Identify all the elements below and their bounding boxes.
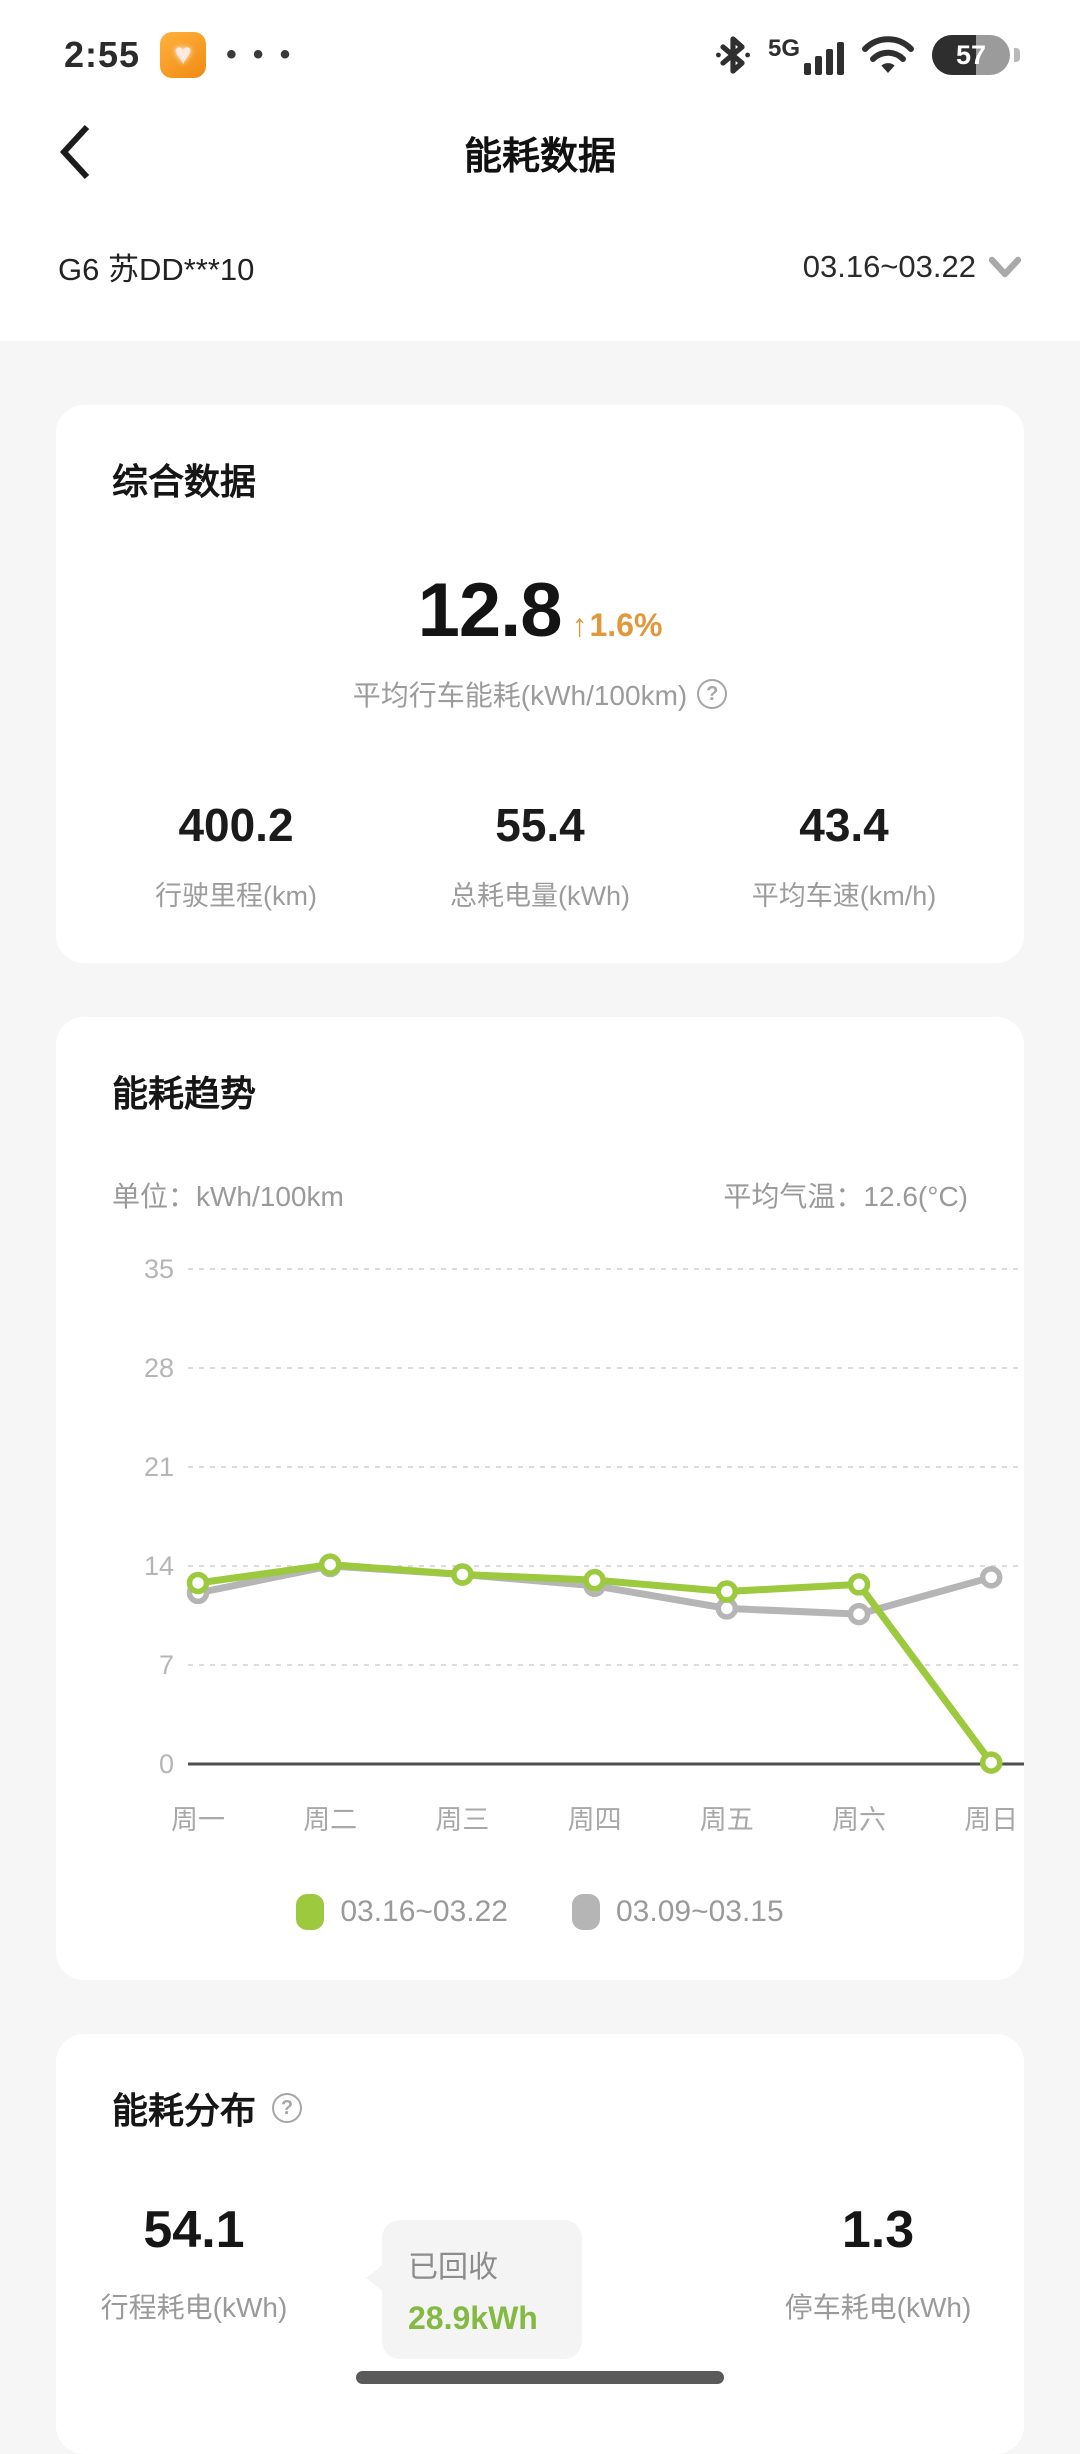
status-bar: 2:55 ♥ • • • 5G 57 — [0, 0, 1080, 100]
distribution-card: 能耗分布 ? 54.1 行程耗电(kWh) 已回收 28.9kWh 1.3 停车… — [56, 2034, 1024, 2454]
distribution-title-text: 能耗分布 — [112, 2090, 257, 2131]
chart-meta-row: 单位：kWh/100km 平均气温：12.6(°C) — [84, 1175, 996, 1215]
battery-fill — [932, 35, 977, 75]
recovered-label: 已回收 — [408, 2251, 498, 2284]
chevron-down-icon — [988, 256, 1022, 277]
battery-cap — [1014, 48, 1020, 62]
battery-percent: 57 — [955, 39, 987, 70]
page-title: 能耗数据 — [463, 135, 616, 178]
legend-swatch-icon — [296, 1894, 325, 1930]
stat-value: 54.1 — [143, 2201, 245, 2259]
stat-label: 行程耗电(kWh) — [100, 2292, 288, 2323]
stat-avg-speed: 43.4 平均车速(km/h) — [692, 798, 996, 913]
home-indicator-bar[interactable] — [356, 2371, 724, 2384]
signal-bars-icon — [804, 41, 844, 75]
data-point[interactable] — [318, 1553, 342, 1576]
stat-value: 43.4 — [799, 799, 889, 851]
stats-row: 400.2 行驶里程(km) 55.4 总耗电量(kWh) 43.4 平均车速(… — [84, 798, 996, 913]
arrow-up-icon: ↑ — [571, 607, 588, 643]
status-bar-right: 5G 57 — [715, 34, 1020, 76]
help-icon[interactable]: ? — [272, 2093, 303, 2123]
back-chevron-icon — [59, 124, 90, 180]
stat-value: 55.4 — [495, 799, 585, 851]
recovered-energy-bubble: 已回收 28.9kWh — [366, 2220, 582, 2359]
legend-swatch-icon — [572, 1894, 600, 1930]
delta-value: 1.6% — [589, 607, 663, 643]
legend-label: 03.09~03.15 — [616, 1895, 784, 1928]
stat-mileage: 400.2 行驶里程(km) — [84, 798, 388, 913]
legend-item[interactable]: 03.09~03.15 — [572, 1894, 784, 1930]
x-label-5: 周五 — [700, 1805, 754, 1835]
legend-label: 03.16~03.22 — [340, 1895, 508, 1928]
nav-bar: 能耗数据 — [0, 100, 1080, 204]
stat-parking-energy: 1.3 停车耗电(kWh) — [778, 2200, 978, 2326]
more-notifications-icon: • • • — [226, 38, 295, 71]
main-metric-label: 平均行车能耗(kWh/100km) — [352, 680, 688, 711]
data-point[interactable] — [979, 1566, 1003, 1589]
stat-label: 总耗电量(kWh) — [450, 881, 630, 911]
y-tick-28: 28 — [144, 1353, 174, 1383]
y-tick-14: 14 — [144, 1551, 174, 1581]
x-label-7: 周日 — [964, 1805, 1018, 1835]
y-tick-7: 7 — [159, 1650, 174, 1680]
network-type-label: 5G — [767, 35, 800, 62]
y-tick-35: 35 — [144, 1254, 174, 1284]
data-point[interactable] — [451, 1563, 474, 1586]
avg-temperature-label: 平均气温：12.6(°C) — [723, 1181, 968, 1212]
data-point[interactable] — [979, 1751, 1003, 1774]
x-label-4: 周四 — [568, 1805, 622, 1835]
recovered-value: 28.9kWh — [408, 2300, 538, 2336]
wifi-icon — [862, 36, 914, 73]
overview-card: 综合数据 12.8 ↑ 1.6% 平均行车能耗(kWh/100km) ? 400… — [56, 405, 1024, 963]
chart-legend: 03.16~03.22 03.09~03.15 — [84, 1894, 996, 1930]
stat-label: 行驶里程(km) — [155, 881, 317, 911]
top-white-area: 2:55 ♥ • • • 5G 57 — [0, 0, 1080, 341]
heart-icon: ♥ — [174, 38, 192, 71]
selector-row: G6 苏DD***10 03.16~03.22 — [0, 204, 1080, 289]
data-point[interactable] — [583, 1568, 606, 1592]
page-content: 综合数据 12.8 ↑ 1.6% 平均行车能耗(kWh/100km) ? 400… — [0, 341, 1080, 2454]
x-label-2: 周二 — [303, 1805, 357, 1835]
data-point[interactable] — [847, 1602, 871, 1626]
y-tick-21: 21 — [144, 1452, 174, 1482]
clock: 2:55 — [64, 34, 141, 75]
data-point[interactable] — [186, 1571, 210, 1595]
cellular-signal-icon: 5G — [768, 35, 844, 75]
x-label-3: 周三 — [435, 1805, 489, 1835]
trend-card: 能耗趋势 单位：kWh/100km 平均气温：12.6(°C) 35 28 21 14… — [56, 1017, 1024, 1980]
x-label-6: 周六 — [832, 1805, 886, 1835]
stat-label: 停车耗电(kWh) — [784, 2292, 972, 2323]
stat-label: 平均车速(km/h) — [751, 881, 937, 911]
line-chart-canvas[interactable]: 35 28 21 14 7 0 周一 周二 周三 周四 周五 周六 周日 — [84, 1229, 1052, 1849]
data-point[interactable] — [715, 1580, 739, 1603]
stat-value: 1.3 — [841, 2201, 915, 2259]
main-metric-label-row: 平均行车能耗(kWh/100km) ? — [84, 674, 996, 714]
trend-card-title: 能耗趋势 — [112, 1073, 257, 1114]
bluetooth-icon — [715, 36, 750, 74]
data-point[interactable] — [847, 1573, 871, 1596]
y-tick-0: 0 — [159, 1749, 174, 1779]
stat-trip-energy: 54.1 行程耗电(kWh) — [94, 2200, 294, 2326]
trend-chart[interactable]: 35 28 21 14 7 0 周一 周二 周三 周四 周五 周六 周日 — [84, 1229, 1024, 1854]
distribution-card-title: 能耗分布 ? — [84, 2082, 996, 2134]
legend-item[interactable]: 03.16~03.22 — [296, 1894, 508, 1930]
back-button[interactable] — [58, 117, 118, 187]
overview-card-title: 综合数据 — [112, 461, 257, 502]
distribution-row: 54.1 行程耗电(kWh) 已回收 28.9kWh 1.3 停车耗电(kWh) — [84, 2200, 996, 2359]
date-range-value: 03.16~03.22 — [802, 248, 976, 284]
chart-unit-label: 单位：kWh/100km — [112, 1181, 344, 1212]
stat-value: 400.2 — [178, 799, 294, 851]
delta-badge: ↑ 1.6% — [571, 607, 662, 644]
main-metric-value: 12.8 — [417, 568, 563, 653]
battery-icon: 57 — [932, 35, 1010, 75]
x-label-1: 周一 — [171, 1805, 225, 1835]
notification-app-icon: ♥ — [160, 32, 207, 78]
vehicle-name: G6 苏DD***10 — [58, 252, 255, 287]
help-icon[interactable]: ? — [697, 679, 728, 709]
stat-total-energy: 55.4 总耗电量(kWh) — [388, 798, 692, 913]
status-bar-left: 2:55 ♥ • • • — [64, 32, 294, 78]
date-range-picker[interactable]: 03.16~03.22 — [803, 249, 1022, 285]
main-metric: 12.8 ↑ 1.6% — [84, 567, 996, 654]
